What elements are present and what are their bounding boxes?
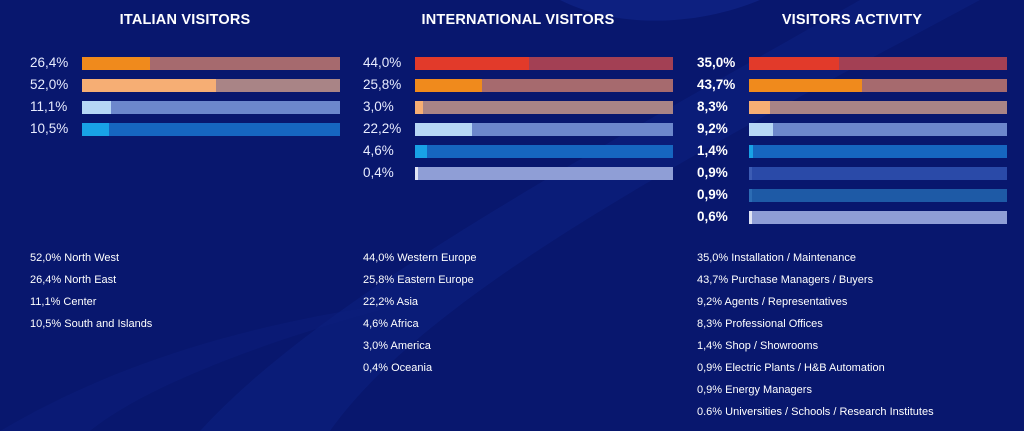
bar-value-label: 44,0% xyxy=(363,55,402,70)
bar xyxy=(82,57,151,70)
legend-item: 52,0% North West xyxy=(30,252,120,264)
bar-track xyxy=(82,79,340,92)
legend-item: 8,3% Professional Offices xyxy=(697,318,823,330)
bar-value-label: 10,5% xyxy=(30,121,69,136)
bar xyxy=(415,167,418,180)
bar xyxy=(415,101,423,114)
legend-item: 0,9% Electric Plants / H&B Automation xyxy=(697,362,885,374)
bar-row: 4,6% xyxy=(363,143,675,159)
bar-value-label: 26,4% xyxy=(30,55,69,70)
legend-item: 0,9% Energy Managers xyxy=(697,384,812,396)
bar-value-label: 9,2% xyxy=(697,121,728,136)
bar-row: 8,3% xyxy=(697,99,1009,115)
bar xyxy=(82,123,110,136)
bar-track xyxy=(82,123,340,136)
bar xyxy=(749,189,752,202)
bar-row: 0,6% xyxy=(697,209,1009,225)
legend-item: 11,1% Center xyxy=(30,296,97,308)
bar-track xyxy=(749,79,1007,92)
bar-row: 11,1% xyxy=(30,99,342,115)
bar-row: 0,4% xyxy=(363,165,675,181)
bar-track xyxy=(415,101,673,114)
bar-track xyxy=(415,167,673,180)
bar-row: 35,0% xyxy=(697,55,1009,71)
bar-row: 9,2% xyxy=(697,121,1009,137)
bar-track xyxy=(749,57,1007,70)
bar-track xyxy=(415,123,673,136)
bar xyxy=(415,145,427,158)
bar xyxy=(82,101,111,114)
bar xyxy=(415,57,529,70)
bar-track xyxy=(749,189,1007,202)
bar-track xyxy=(749,145,1007,158)
bar-track xyxy=(415,79,673,92)
bar xyxy=(415,123,473,136)
bar-track xyxy=(749,123,1007,136)
legend-item: 22,2% Asia xyxy=(363,296,419,308)
bar-value-label: 43,7% xyxy=(697,77,736,92)
legend-item: 25,8% Eastern Europe xyxy=(363,274,474,286)
bar-value-label: 0,6% xyxy=(697,209,728,224)
legend-item: 9,2% Agents / Representatives xyxy=(697,296,848,308)
bar-value-label: 4,6% xyxy=(363,143,394,158)
panel-title: ITALIAN VISITORS xyxy=(119,12,251,28)
legend-item: 26,4% North East xyxy=(30,274,117,286)
bar-row: 25,8% xyxy=(363,77,675,93)
bar-value-label: 52,0% xyxy=(30,77,69,92)
bar-row: 43,7% xyxy=(697,77,1009,93)
bar-row: 52,0% xyxy=(30,77,342,93)
bar-row: 22,2% xyxy=(363,121,675,137)
bar xyxy=(749,123,773,136)
bar-track xyxy=(749,211,1007,224)
bar xyxy=(749,145,753,158)
bar-row: 10,5% xyxy=(30,121,342,137)
bar-row: 3,0% xyxy=(363,99,675,115)
bar-value-label: 22,2% xyxy=(363,121,402,136)
panel-title: INTERNATIONAL VISITORS xyxy=(421,12,615,28)
bar xyxy=(82,79,217,92)
bar-row: 1,4% xyxy=(697,143,1009,159)
legend-item: 43,7% Purchase Managers / Buyers xyxy=(697,274,874,286)
bar-track xyxy=(749,101,1007,114)
bar-row: 0,9% xyxy=(697,165,1009,181)
bar xyxy=(749,79,862,92)
bar-track xyxy=(749,167,1007,180)
bar-value-label: 8,3% xyxy=(697,99,728,114)
bar-value-label: 11,1% xyxy=(30,99,68,114)
legend-item: 10,5% South and Islands xyxy=(30,318,153,330)
bar xyxy=(749,211,752,224)
legend-item: 3,0% America xyxy=(363,340,431,352)
bar-track xyxy=(415,145,673,158)
bar-value-label: 25,8% xyxy=(363,77,402,92)
bar xyxy=(415,79,482,92)
panel-title: VISITORS ACTIVITY xyxy=(781,12,923,28)
bar-value-label: 0,4% xyxy=(363,165,394,180)
bar-value-label: 0,9% xyxy=(697,187,728,202)
legend-item: 0.6% Universities / Schools / Research I… xyxy=(697,406,934,418)
bar-value-label: 3,0% xyxy=(363,99,394,114)
legend-item: 35,0% Installation / Maintenance xyxy=(697,252,856,264)
bar-track xyxy=(82,101,340,114)
legend-item: 0,4% Oceania xyxy=(363,362,433,374)
bar-track xyxy=(82,57,340,70)
bar-row: 26,4% xyxy=(30,55,342,71)
legend-item: 1,4% Shop / Showrooms xyxy=(697,340,819,352)
bar-track xyxy=(415,57,673,70)
bar xyxy=(749,57,840,70)
bar xyxy=(749,101,771,114)
bar xyxy=(749,167,752,180)
bar-value-label: 1,4% xyxy=(697,143,728,158)
bar-row: 44,0% xyxy=(363,55,675,71)
bar-row: 0,9% xyxy=(697,187,1009,203)
legend-item: 44,0% Western Europe xyxy=(363,252,477,264)
bar-value-label: 0,9% xyxy=(697,165,728,180)
bar-value-label: 35,0% xyxy=(697,55,736,70)
legend-item: 4,6% Africa xyxy=(363,318,419,330)
